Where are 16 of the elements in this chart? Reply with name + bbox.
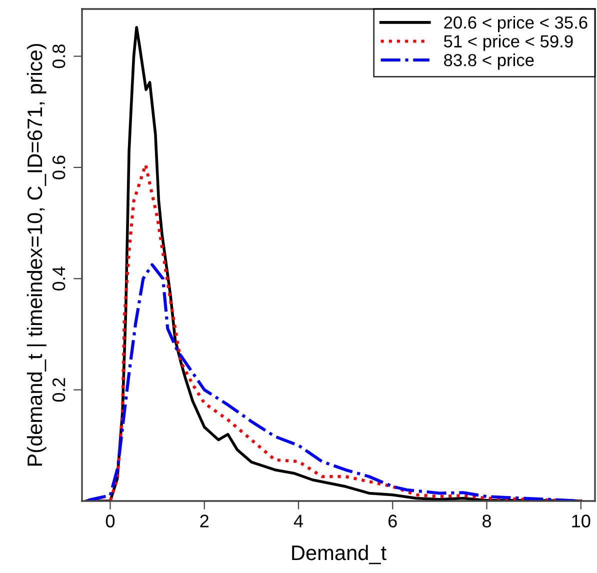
x-axis-title: Demand_t bbox=[292, 544, 386, 564]
y-tick-label: 0.8 bbox=[52, 44, 66, 68]
x-tick-label: 6 bbox=[388, 514, 397, 528]
y-tick-label: 0.4 bbox=[52, 266, 66, 290]
line-series bbox=[85, 263, 582, 501]
x-tick-label: 2 bbox=[200, 514, 208, 528]
x-tick-label: 8 bbox=[482, 514, 491, 528]
y-tick-label: 0.2 bbox=[52, 378, 66, 402]
y-axis-title: P(demand_t | timeindex=10, C_ID=671, price) bbox=[26, 44, 46, 466]
legend-label: 20.6 < price < 35.6 bbox=[444, 16, 588, 32]
x-tick-label: 10 bbox=[572, 514, 590, 528]
y-tick-label: 0.6 bbox=[52, 156, 66, 180]
legend-label: 83.8 < price bbox=[444, 54, 534, 70]
x-tick-label: 0 bbox=[106, 514, 115, 528]
x-tick-label: 4 bbox=[294, 514, 303, 528]
legend-label: 51 < price < 59.9 bbox=[444, 34, 573, 51]
